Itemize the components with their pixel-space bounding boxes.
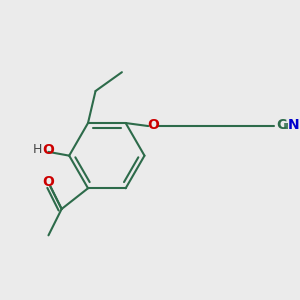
- Text: C: C: [276, 118, 286, 132]
- Text: N: N: [288, 118, 300, 132]
- Text: O: O: [43, 143, 54, 157]
- Text: H: H: [33, 143, 43, 157]
- Text: O: O: [43, 175, 54, 189]
- Text: O: O: [147, 118, 159, 132]
